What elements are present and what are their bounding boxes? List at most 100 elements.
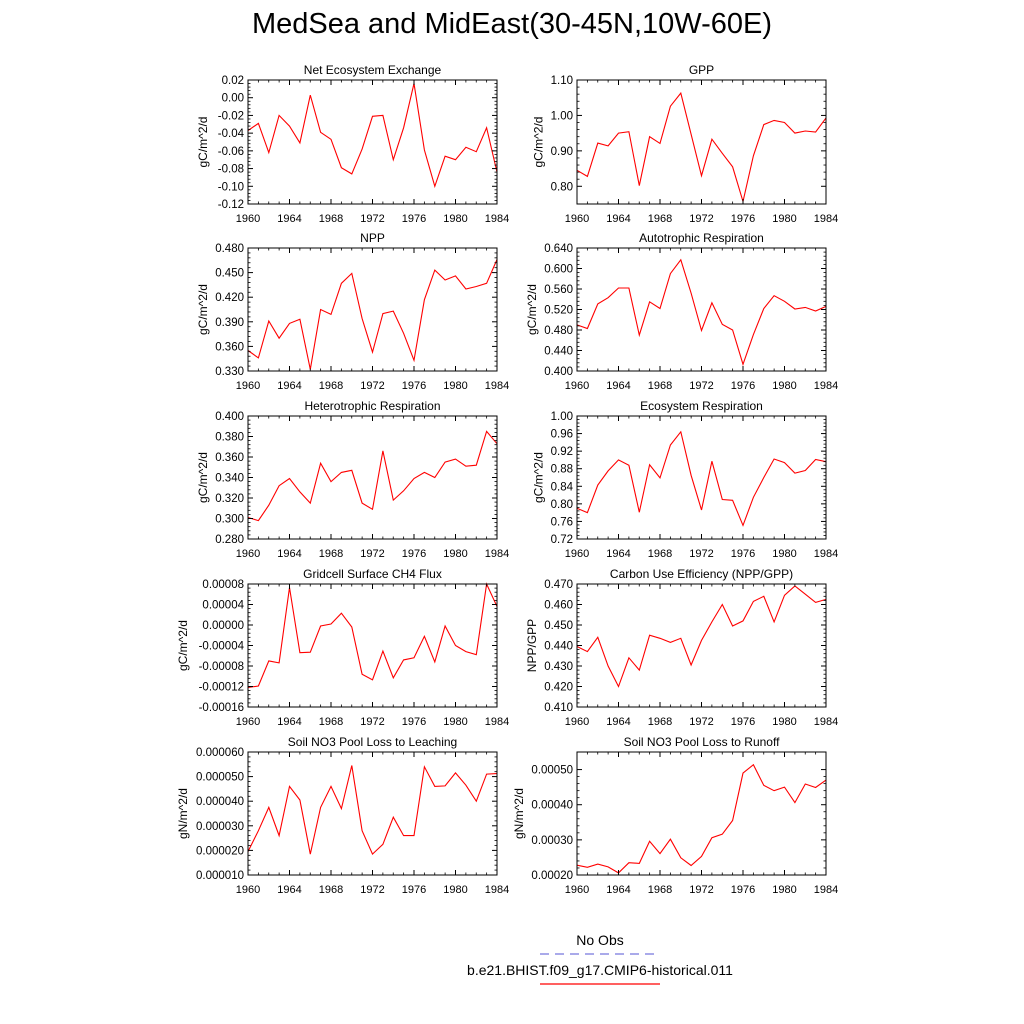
x-tick-label: 1968 <box>319 213 343 225</box>
y-tick-label: 0.330 <box>215 366 244 378</box>
x-tick-label: 1968 <box>319 380 343 392</box>
x-tick-label: 1980 <box>772 884 796 896</box>
y-tick-label: 0.460 <box>544 600 573 612</box>
series-line <box>576 258 827 367</box>
y-tick-label: 0.02 <box>222 75 244 87</box>
y-tick-label: 0.450 <box>215 268 244 280</box>
x-tick-label: 1960 <box>236 213 260 225</box>
x-tick-label: 1972 <box>689 213 713 225</box>
y-tick-label: 0.000020 <box>196 845 244 857</box>
y-tick-label: 0.000040 <box>196 796 244 808</box>
x-tick-label: 1980 <box>443 716 467 728</box>
x-tick-label: 1968 <box>648 716 672 728</box>
y-tick-label: 0.00040 <box>531 800 573 812</box>
x-tick-label: 1984 <box>485 716 509 728</box>
x-tick-label: 1968 <box>648 213 672 225</box>
y-tick-label: 1.00 <box>551 110 573 122</box>
x-tick-label: 1976 <box>731 380 755 392</box>
y-tick-label: -0.04 <box>218 128 245 140</box>
y-tick-label: 0.00050 <box>531 765 573 777</box>
x-tick-label: 1968 <box>648 548 672 560</box>
y-tick-label: 0.00030 <box>531 835 573 847</box>
x-tick-label: 1972 <box>360 548 384 560</box>
x-tick-label: 1960 <box>236 884 260 896</box>
plot-frame <box>576 415 827 540</box>
y-tick-label: 0.390 <box>215 317 244 329</box>
x-tick-label: 1960 <box>565 884 589 896</box>
y-tick-label: 0.560 <box>544 284 573 296</box>
y-tick-label: 0.80 <box>551 499 573 511</box>
y-tick-label: 0.300 <box>215 514 244 526</box>
legend-model-label: b.e21.BHIST.f09_g17.CMIP6-historical.011 <box>467 962 733 978</box>
x-tick-label: 1980 <box>772 213 796 225</box>
panel-7: 1960 1964 1968 1972 1976 1980 1984 -0.00016 -0.0… <box>176 567 509 728</box>
panel-title: GPP <box>689 63 714 77</box>
x-tick-label: 1964 <box>606 213 630 225</box>
panel-title: Carbon Use Efficiency (NPP/GPP) <box>610 567 793 581</box>
x-tick-label: 1968 <box>319 716 343 728</box>
x-tick-label: 1968 <box>319 548 343 560</box>
y-tick-label: 0.420 <box>544 682 573 694</box>
plot-frame <box>576 247 827 372</box>
legend-model-line <box>540 983 660 985</box>
series-line <box>247 430 498 522</box>
x-tick-label: 1980 <box>772 380 796 392</box>
y-tick-label: 0.00004 <box>202 600 244 612</box>
x-tick-label: 1972 <box>360 380 384 392</box>
x-tick-label: 1984 <box>814 213 838 225</box>
y-axis-label: gC/m^2/d <box>196 117 210 168</box>
x-tick-label: 1976 <box>731 884 755 896</box>
x-tick-label: 1976 <box>731 213 755 225</box>
x-tick-label: 1964 <box>606 548 630 560</box>
panel-2: 1960 1964 1968 1972 1976 1980 1984 0.80 0.90 1.00… <box>532 63 839 225</box>
y-tick-label: 0.430 <box>544 661 573 673</box>
y-tick-label: 0.00020 <box>531 870 573 882</box>
y-tick-label: 0.000010 <box>196 870 244 882</box>
y-tick-label: 0.520 <box>544 305 573 317</box>
series-line <box>247 765 498 856</box>
y-tick-label: 0.480 <box>544 325 573 337</box>
x-tick-label: 1984 <box>485 884 509 896</box>
panel-title: Soil NO3 Pool Loss to Leaching <box>288 735 457 749</box>
x-tick-label: 1976 <box>402 548 426 560</box>
y-tick-label: 0.450 <box>544 620 573 632</box>
y-tick-label: 0.92 <box>551 446 573 458</box>
x-tick-label: 1984 <box>814 716 838 728</box>
x-tick-label: 1960 <box>236 380 260 392</box>
y-tick-label: 0.80 <box>551 181 573 193</box>
y-axis-label: gC/m^2/d <box>196 452 210 503</box>
y-tick-label: 0.380 <box>215 432 244 444</box>
x-tick-label: 1972 <box>689 548 713 560</box>
legend-obs-label: No Obs <box>576 932 624 948</box>
x-tick-label: 1984 <box>485 213 509 225</box>
y-tick-label: 0.320 <box>215 493 244 505</box>
x-tick-label: 1960 <box>565 548 589 560</box>
panel-title: NPP <box>360 231 385 245</box>
panel-8: 1960 1964 1968 1972 1976 1980 1984 0.410 0.420 0.… <box>525 567 838 728</box>
y-tick-label: 0.340 <box>215 473 244 485</box>
y-tick-label: 0.96 <box>551 429 573 441</box>
series-line <box>247 259 498 370</box>
panel-title: Heterotrophic Respiration <box>304 399 440 413</box>
x-tick-label: 1976 <box>402 213 426 225</box>
y-axis-label: gN/m^2/d <box>512 788 526 839</box>
plot-frame <box>247 415 498 540</box>
x-tick-label: 1972 <box>689 380 713 392</box>
x-tick-label: 1972 <box>689 884 713 896</box>
y-tick-label: 0.600 <box>544 264 573 276</box>
plot-frame <box>576 583 827 708</box>
x-tick-label: 1980 <box>443 213 467 225</box>
series-line <box>576 91 827 204</box>
plot-frame <box>247 583 498 708</box>
figure-title: MedSea and MidEast(30-45N,10W-60E) <box>251 8 773 40</box>
y-tick-label: 0.360 <box>215 452 244 464</box>
y-tick-label: -0.00016 <box>199 702 244 714</box>
x-tick-label: 1960 <box>236 716 260 728</box>
series-line <box>576 763 827 874</box>
panel-9: 1960 1964 1968 1972 1976 1980 1984 0.000010 0.00… <box>176 735 509 896</box>
y-tick-label: -0.08 <box>218 164 244 176</box>
y-tick-label: 0.84 <box>551 481 574 493</box>
x-tick-label: 1964 <box>277 213 301 225</box>
x-tick-label: 1972 <box>689 716 713 728</box>
y-tick-label: 0.360 <box>215 341 244 353</box>
